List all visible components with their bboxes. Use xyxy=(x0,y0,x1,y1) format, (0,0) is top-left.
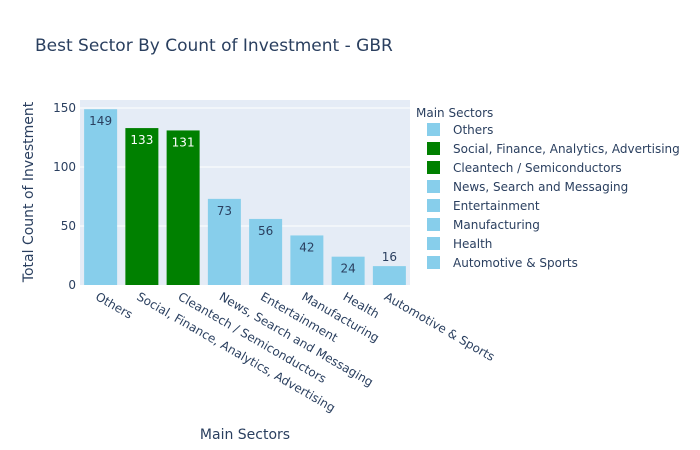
bar-value-label: 149 xyxy=(89,114,112,128)
bar-value-label: 56 xyxy=(258,224,273,238)
legend-label: Social, Finance, Analytics, Advertising xyxy=(453,142,680,156)
bar-value-label: 16 xyxy=(382,250,397,264)
bar-value-label: 131 xyxy=(172,135,195,149)
y-tick-labels: 0 50 100 150 xyxy=(53,101,76,292)
chart-title: Best Sector By Count of Investment - GBR xyxy=(35,36,393,56)
bars xyxy=(84,109,406,285)
bar-value-labels: 149 133 131 73 56 42 24 16 xyxy=(89,114,397,275)
bar[interactable] xyxy=(372,266,406,285)
legend-swatch xyxy=(427,142,440,155)
x-axis-title: Main Sectors xyxy=(200,427,290,443)
legend[interactable]: Main Sectors Others Social, Finance, Anal… xyxy=(416,106,680,270)
legend-swatch xyxy=(427,180,440,193)
legend-items[interactable]: Others Social, Finance, Analytics, Advert… xyxy=(427,123,680,270)
y-tick-label: 100 xyxy=(53,160,76,174)
y-axis-title: Total Count of Investment xyxy=(21,101,37,283)
legend-swatch xyxy=(427,199,440,212)
bar-value-label: 133 xyxy=(130,133,153,147)
bar[interactable] xyxy=(166,130,200,285)
legend-item[interactable]: Social, Finance, Analytics, Advertising xyxy=(427,142,680,156)
legend-swatch xyxy=(427,237,440,250)
bar-value-label: 42 xyxy=(299,240,314,254)
x-tick-label: Others xyxy=(93,289,135,321)
legend-label: Others xyxy=(453,123,493,137)
legend-label: News, Search and Messaging xyxy=(453,180,628,194)
bar-value-label: 24 xyxy=(340,262,355,276)
y-tick-label: 150 xyxy=(53,101,76,115)
bar[interactable] xyxy=(249,218,283,285)
y-tick-label: 50 xyxy=(61,219,76,233)
bar[interactable] xyxy=(207,198,241,285)
bar-value-label: 73 xyxy=(217,204,232,218)
legend-label: Cleantech / Semiconductors xyxy=(453,161,622,175)
legend-item[interactable]: Automotive & Sports xyxy=(427,256,578,270)
legend-item[interactable]: Cleantech / Semiconductors xyxy=(427,161,622,175)
x-tick-labels: Others Social, Finance, Analytics, Advert… xyxy=(93,289,497,414)
legend-label: Manufacturing xyxy=(453,218,540,232)
legend-swatch xyxy=(427,256,440,269)
legend-item[interactable]: Manufacturing xyxy=(427,218,540,232)
legend-item[interactable]: Entertainment xyxy=(427,199,540,213)
bar[interactable] xyxy=(84,109,118,285)
legend-label: Automotive & Sports xyxy=(453,256,578,270)
legend-label: Entertainment xyxy=(453,199,540,213)
x-tick-label: Automotive & Sports xyxy=(382,289,497,364)
bar[interactable] xyxy=(125,128,159,285)
y-tick-label: 0 xyxy=(68,278,76,292)
legend-swatch xyxy=(427,123,440,136)
legend-item[interactable]: News, Search and Messaging xyxy=(427,180,628,194)
legend-swatch xyxy=(427,161,440,174)
legend-item[interactable]: Others xyxy=(427,123,493,137)
bar[interactable] xyxy=(331,256,365,285)
bar[interactable] xyxy=(290,235,324,285)
legend-label: Health xyxy=(453,237,492,251)
legend-title: Main Sectors xyxy=(416,106,493,120)
legend-item[interactable]: Health xyxy=(427,237,492,251)
legend-swatch xyxy=(427,218,440,231)
